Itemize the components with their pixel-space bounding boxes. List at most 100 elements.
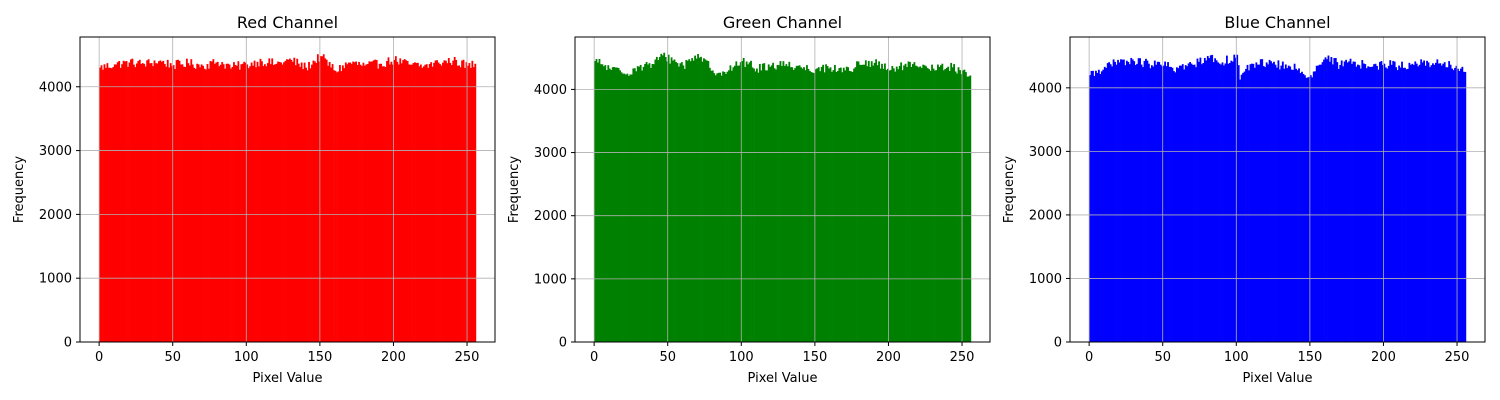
histogram-bar [648, 63, 651, 342]
histogram-bar [461, 60, 463, 342]
histogram-bar [1327, 55, 1330, 342]
histogram-bar [277, 61, 280, 342]
histogram-bar [872, 65, 875, 342]
histogram-bar [452, 60, 455, 343]
histogram-bar [1261, 59, 1264, 342]
histogram-bar [781, 66, 783, 343]
histogram-bar [1284, 64, 1287, 342]
y-tick-label: 3000 [1029, 145, 1062, 160]
histogram-bar [969, 75, 972, 343]
histogram-bar [632, 68, 635, 342]
histogram-bar [739, 62, 742, 343]
histogram-bar [744, 67, 747, 342]
histogram-bar [1158, 61, 1161, 342]
histogram-bar [1103, 66, 1106, 343]
histogram-bar [956, 73, 958, 343]
histogram-bar [141, 63, 144, 342]
histogram-bar [725, 73, 727, 342]
y-tick-label: 1000 [1029, 272, 1062, 287]
histogram-bar [703, 58, 705, 342]
histogram-bar [1190, 63, 1193, 342]
histogram-bar [791, 67, 794, 342]
histogram-bar [1209, 55, 1212, 343]
histogram-bar [1161, 66, 1164, 342]
histogram-bar [1387, 65, 1390, 343]
histogram-bar [764, 70, 767, 342]
histogram-bar [127, 66, 129, 342]
histogram-bar [1105, 67, 1108, 343]
histogram-bar [747, 64, 749, 342]
histogram-bar [1452, 70, 1455, 342]
histogram-bar [1289, 66, 1292, 343]
histogram-bar [866, 66, 869, 343]
histogram-bar [844, 70, 847, 342]
histogram-bar [210, 61, 213, 343]
histogram-bar [347, 62, 350, 343]
histogram-bar [1301, 71, 1303, 342]
histogram-bar [1398, 65, 1400, 342]
histogram-bar [719, 72, 722, 342]
histogram-bar [362, 62, 365, 342]
histogram-bar [384, 67, 387, 342]
histogram-bar [912, 64, 914, 342]
histogram-bar [1426, 60, 1428, 342]
histogram-bar [732, 67, 735, 343]
histogram-bar [216, 61, 219, 342]
histogram-bar [252, 65, 254, 342]
histogram-bar [644, 63, 646, 343]
histogram-bar [1248, 70, 1250, 342]
x-tick-label: 200 [876, 350, 901, 365]
histogram-bar [767, 64, 770, 343]
histogram-bar [469, 67, 472, 342]
histogram-bar [654, 59, 657, 342]
histogram-bar [1408, 62, 1411, 343]
histogram-bar [308, 61, 310, 342]
histogram-bar [1306, 77, 1309, 343]
histogram-bar [708, 67, 711, 342]
histogram-bar [860, 64, 863, 343]
histogram-bar [1223, 65, 1225, 342]
histogram-bar [221, 62, 224, 343]
histogram-bar [675, 62, 677, 342]
histogram-bar [233, 62, 235, 343]
histogram-bar [688, 59, 691, 343]
y-axis-label: Frequency [507, 156, 522, 223]
histogram-bar [859, 64, 861, 342]
histogram-bar [1156, 61, 1159, 342]
histogram-bar [268, 58, 271, 343]
histogram-bar [234, 64, 237, 343]
histogram-bar [820, 66, 823, 342]
histogram-bar [730, 70, 733, 342]
histogram-bar [779, 61, 782, 343]
histogram-bar [611, 67, 614, 343]
histogram-bar [761, 63, 764, 342]
histogram-bar [184, 66, 187, 343]
y-tick-label: 2000 [534, 209, 567, 224]
histogram-bar [625, 74, 627, 342]
histogram-bar [1270, 61, 1272, 342]
histogram-bar [691, 58, 694, 343]
histogram-bar [1286, 68, 1289, 342]
histogram-bar [396, 61, 399, 343]
histogram-bar [333, 70, 335, 342]
histogram-bar [636, 66, 639, 342]
histogram-bar [808, 71, 811, 342]
histogram-bar [1424, 65, 1427, 342]
histogram-bar [293, 57, 296, 342]
histogram-bar [1134, 65, 1137, 342]
histogram-bar [1153, 60, 1156, 343]
histogram-bar [903, 65, 905, 343]
histogram-bar [278, 61, 281, 342]
histogram-bar [953, 64, 956, 342]
histogram-bar [1457, 68, 1459, 343]
histogram-bar [1364, 64, 1367, 343]
histogram-bar [134, 67, 137, 342]
histogram-bar [110, 68, 113, 343]
histogram-bar [923, 65, 926, 342]
histogram-bar [785, 64, 788, 343]
histogram-bar [854, 67, 857, 342]
histogram-bar [663, 52, 666, 342]
histogram-bar [1280, 65, 1283, 342]
histogram-bar [679, 63, 682, 342]
histogram-bar [409, 64, 412, 342]
